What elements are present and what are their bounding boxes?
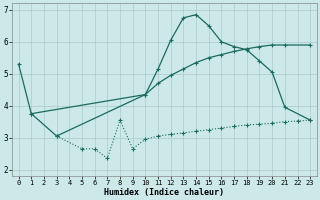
X-axis label: Humidex (Indice chaleur): Humidex (Indice chaleur): [104, 188, 224, 197]
